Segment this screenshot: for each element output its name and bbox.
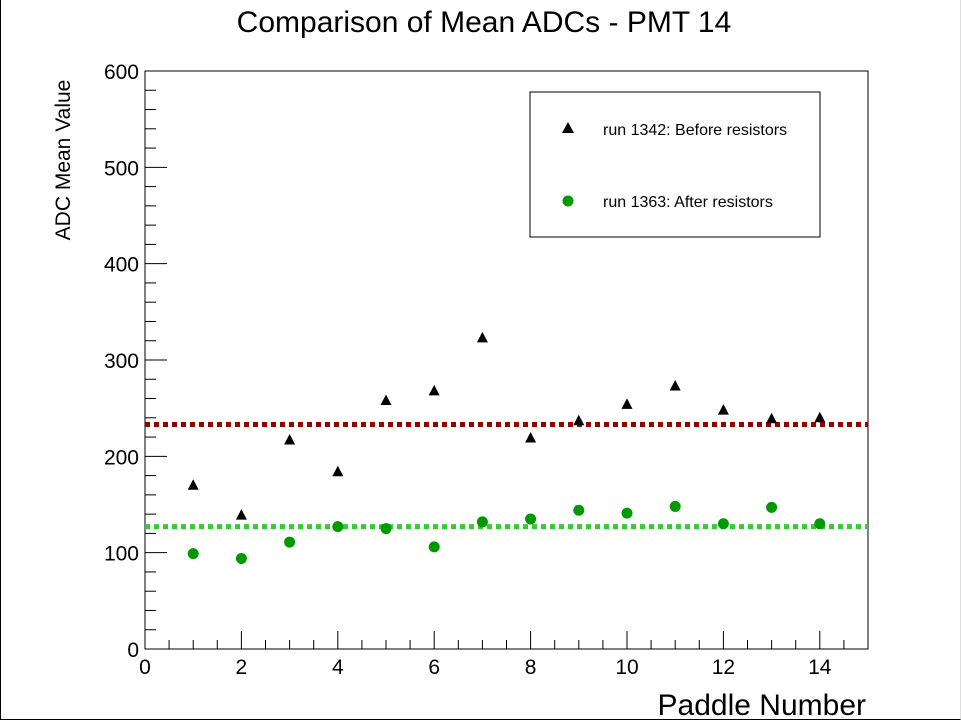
y-tick-label: 400 [104, 254, 139, 277]
triangle-point [235, 509, 247, 520]
reference-lines [145, 422, 868, 530]
x-tick-label: 0 [139, 656, 151, 679]
triangle-point [284, 433, 296, 445]
triangle-point [187, 479, 199, 490]
circle-point [717, 518, 729, 530]
legend: run 1342: Before resistors run 1363: Aft… [529, 91, 821, 238]
triangle-point [525, 432, 537, 443]
circle-point [573, 504, 585, 516]
x-axis-label: Paddle Number [658, 689, 866, 721]
triangle-point [621, 398, 633, 409]
x-tick-label: 2 [236, 656, 248, 679]
legend-label-before: run 1342: Before resistors [603, 122, 787, 139]
circle-point [380, 523, 392, 535]
y-tick-label: 600 [104, 61, 139, 84]
y-axis-ticks: 0 100 200 300 400 500 600 [104, 61, 167, 662]
y-tick-label: 500 [104, 157, 139, 180]
legend-box [529, 91, 821, 238]
triangle-point [766, 412, 778, 424]
legend-marker-triangle [562, 122, 574, 133]
triangle-point [814, 411, 826, 423]
legend-marker-circle [562, 195, 574, 207]
x-tick-label: 12 [712, 656, 735, 679]
triangle-point [476, 331, 488, 343]
circle-point [476, 516, 488, 528]
x-tick-label: 6 [428, 656, 440, 679]
y-tick-label: 100 [104, 543, 139, 566]
triangle-point [428, 384, 440, 396]
x-tick-label: 8 [525, 656, 537, 679]
legend-label-after: run 1363: After resistors [603, 194, 773, 211]
x-tick-label: 4 [332, 656, 344, 679]
data-marks [187, 331, 826, 564]
triangle-point [332, 465, 344, 477]
circle-point [235, 552, 247, 564]
y-axis-label: ADC Mean Value [52, 80, 75, 241]
y-tick-label: 0 [127, 639, 139, 662]
circle-point [187, 548, 199, 560]
triangle-point [573, 414, 585, 426]
triangle-point [717, 404, 729, 415]
circle-point [669, 500, 681, 512]
x-tick-label: 10 [615, 656, 638, 679]
circle-point [428, 541, 440, 553]
triangle-point [380, 394, 392, 405]
x-tick-label: 14 [808, 656, 832, 679]
circle-point [621, 507, 633, 519]
triangle-point [669, 380, 681, 391]
circle-point [332, 521, 344, 533]
circle-point [284, 536, 296, 548]
x-axis-ticks: 0 2 4 6 8 10 12 14 [139, 631, 869, 679]
circle-point [766, 501, 778, 513]
y-tick-label: 300 [104, 350, 139, 373]
circle-point [814, 518, 826, 530]
circle-point [525, 513, 537, 525]
y-tick-label: 200 [104, 446, 139, 469]
chart-title: Comparison of Mean ADCs - PMT 14 [237, 6, 732, 39]
